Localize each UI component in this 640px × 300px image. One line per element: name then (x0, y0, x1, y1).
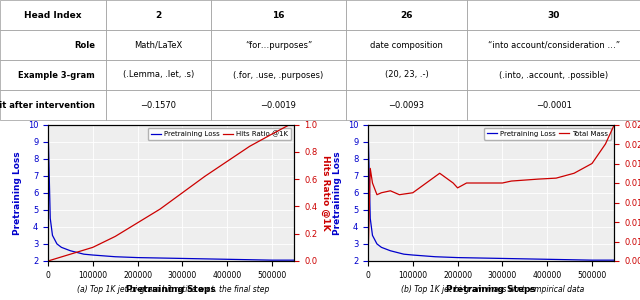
Total Mass (367, 167, 374, 170)
Pretraining Loss (588, 258, 596, 262)
Hits Ratio @1K (44, 259, 52, 263)
X-axis label: Pretraining Steps: Pretraining Steps (446, 285, 536, 294)
Hits Ratio @1K (49, 258, 56, 261)
Total Mass (490, 181, 497, 185)
Pretraining Loss (378, 245, 385, 249)
Hits Ratio @1K (268, 132, 276, 136)
Total Mass (521, 178, 529, 182)
Pretraining Loss (111, 255, 119, 259)
Pretraining Loss (44, 123, 52, 126)
Total Mass (476, 181, 484, 185)
Total Mass (552, 176, 560, 180)
Pretraining Loss (400, 252, 408, 256)
Total Mass (373, 193, 381, 196)
Total Mass (602, 142, 609, 146)
Hits Ratio @1K (223, 160, 231, 163)
Pretraining Loss (179, 256, 186, 260)
Y-axis label: Pretraining Loss: Pretraining Loss (13, 151, 22, 235)
Pretraining Loss (89, 253, 97, 257)
Total Mass (508, 179, 515, 183)
Pretraining Loss (291, 258, 298, 262)
Pretraining Loss (431, 255, 439, 259)
Hits Ratio @1K (67, 252, 74, 256)
Pretraining Loss (53, 242, 61, 246)
X-axis label: Pretraining Steps: Pretraining Steps (126, 285, 216, 294)
Hits Ratio @1K (201, 175, 209, 178)
Text: (b) Top 1K jet bi-gram mass w.r.t. empirical data: (b) Top 1K jet bi-gram mass w.r.t. empir… (401, 285, 584, 294)
Total Mass (364, 259, 372, 263)
Pretraining Loss (134, 256, 141, 260)
Pretraining Loss (454, 256, 461, 260)
Pretraining Loss (367, 217, 374, 220)
Text: (a) Top 1K jet bi-gram hit ratios w.r.t. the final step: (a) Top 1K jet bi-gram hit ratios w.r.t.… (77, 285, 269, 294)
Pretraining Loss (364, 123, 372, 126)
Line: Pretraining Loss: Pretraining Loss (368, 124, 614, 260)
Pretraining Loss (611, 258, 618, 262)
Pretraining Loss (67, 249, 74, 253)
Total Mass (396, 193, 403, 196)
Total Mass (588, 162, 596, 165)
Line: Pretraining Loss: Pretraining Loss (48, 124, 294, 260)
Total Mass (409, 191, 417, 195)
Hits Ratio @1K (53, 256, 61, 260)
Total Mass (454, 186, 461, 190)
Pretraining Loss (499, 256, 506, 260)
Y-axis label: Pretraining Loss: Pretraining Loss (333, 151, 342, 235)
Pretraining Loss (387, 249, 394, 253)
Hits Ratio @1K (111, 235, 119, 238)
Total Mass (378, 191, 385, 195)
Hits Ratio @1K (179, 191, 186, 194)
Pretraining Loss (409, 253, 417, 257)
Hits Ratio @1K (246, 145, 253, 148)
Pretraining Loss (373, 242, 381, 246)
Total Mass (499, 181, 506, 185)
Total Mass (422, 181, 430, 185)
Legend: Pretraining Loss, Total Mass: Pretraining Loss, Total Mass (484, 128, 611, 140)
Total Mass (570, 172, 578, 175)
Pretraining Loss (223, 257, 231, 261)
Pretraining Loss (80, 252, 88, 256)
Hits Ratio @1K (134, 221, 141, 225)
Pretraining Loss (58, 245, 65, 249)
Hits Ratio @1K (156, 207, 164, 211)
Total Mass (387, 189, 394, 193)
Pretraining Loss (268, 258, 276, 262)
Line: Hits Ratio @1K: Hits Ratio @1K (48, 124, 290, 261)
Pretraining Loss (49, 234, 56, 237)
Pretraining Loss (47, 217, 54, 220)
Total Mass (436, 172, 444, 175)
Total Mass (611, 123, 618, 126)
Hits Ratio @1K (47, 259, 54, 262)
Line: Total Mass: Total Mass (368, 124, 614, 261)
Y-axis label: Hits Ratio @1K: Hits Ratio @1K (321, 155, 330, 231)
Total Mass (534, 177, 542, 181)
Legend: Pretraining Loss, Hits Ratio @1K: Pretraining Loss, Hits Ratio @1K (148, 128, 291, 140)
Total Mass (369, 181, 376, 185)
Total Mass (463, 181, 470, 185)
Pretraining Loss (369, 234, 376, 237)
Hits Ratio @1K (89, 245, 97, 249)
Hits Ratio @1K (286, 123, 294, 126)
Pretraining Loss (543, 257, 551, 261)
Total Mass (449, 181, 457, 185)
